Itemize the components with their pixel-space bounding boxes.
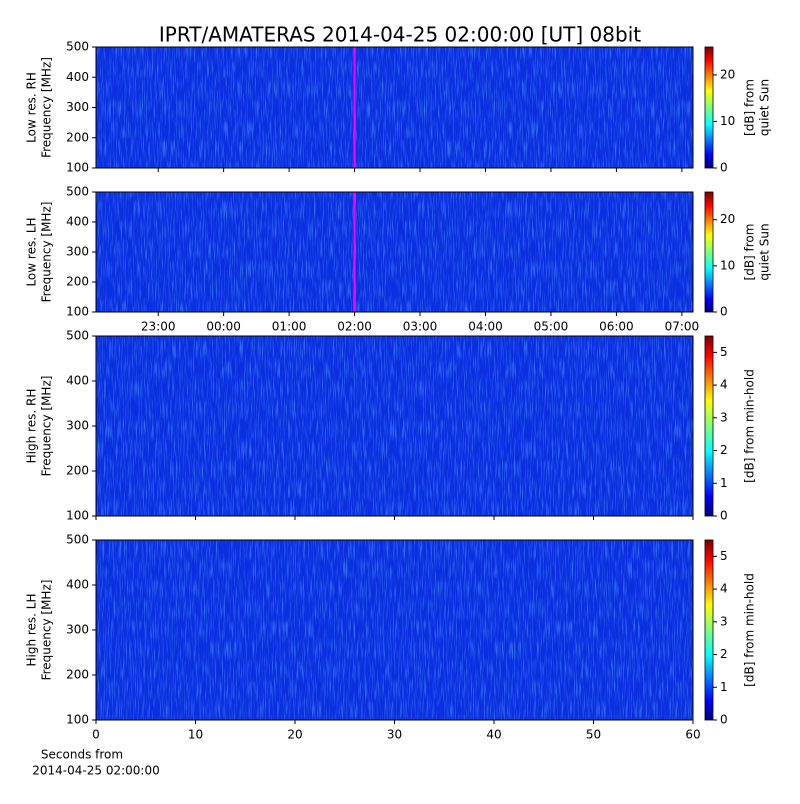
x-tick-label: 07:00 — [665, 320, 700, 334]
y-tick-label: 400 — [66, 215, 89, 229]
colorbar — [704, 46, 714, 169]
colorbar-tick-label: 5 — [720, 345, 728, 359]
heatmap-texture — [96, 540, 693, 720]
colorbar — [704, 335, 714, 517]
figure-title: IPRT/AMATERAS 2014-04-25 02:00:00 [UT] 0… — [159, 23, 641, 47]
x-tick-label: 0 — [92, 728, 100, 742]
colorbar — [704, 539, 714, 721]
colorbar-label: quiet Sun — [758, 79, 772, 136]
y-tick-label: 400 — [66, 374, 89, 388]
colorbar-label: [dB] from min-hold — [743, 573, 757, 687]
y-tick-label: 100 — [66, 509, 89, 523]
x-tick-label: 23:00 — [141, 320, 176, 334]
x-tick-label: 40 — [486, 728, 501, 742]
y-tick-label: 100 — [66, 161, 89, 175]
y-tick-label: 100 — [66, 305, 89, 319]
x-tick-label: 05:00 — [534, 320, 569, 334]
y-axis-label: High res. LH — [25, 593, 39, 666]
y-tick-label: 500 — [66, 533, 89, 547]
colorbar-label: [dB] from — [743, 79, 757, 136]
colorbar-label: quiet Sun — [758, 223, 772, 280]
x-tick-label: 10 — [188, 728, 203, 742]
colorbar-tick-label: 10 — [720, 258, 735, 272]
x-tick-label: 00:00 — [206, 320, 241, 334]
colorbar-tick-label: 20 — [720, 67, 735, 81]
y-tick-label: 300 — [66, 623, 89, 637]
colorbar-tick-label: 20 — [720, 212, 735, 226]
y-tick-label: 200 — [66, 130, 89, 144]
colorbar-tick-label: 0 — [720, 509, 728, 523]
y-axis-label: Frequency [MHz] — [40, 202, 54, 303]
colorbar-tick-label: 1 — [720, 680, 728, 694]
y-axis-label: Low res. LH — [25, 217, 39, 286]
colorbar-tick-label: 2 — [720, 647, 728, 661]
y-tick-label: 500 — [66, 40, 89, 54]
colorbar-tick-label: 0 — [720, 713, 728, 727]
colorbar-label: [dB] from — [743, 224, 757, 281]
colorbar-tick-label: 10 — [720, 114, 735, 128]
heatmap-texture — [96, 47, 693, 168]
colorbar-tick-label: 4 — [720, 582, 728, 596]
colorbar-label: [dB] from min-hold — [743, 369, 757, 483]
y-tick-label: 500 — [66, 185, 89, 199]
y-tick-label: 500 — [66, 329, 89, 343]
x-axis-label: Seconds from — [41, 748, 123, 762]
x-tick-label: 01:00 — [272, 320, 307, 334]
colorbar-tick-label: 5 — [720, 549, 728, 563]
x-tick-label: 60 — [685, 728, 700, 742]
y-tick-label: 300 — [66, 100, 89, 114]
heatmap-texture — [96, 336, 693, 516]
colorbar — [704, 191, 714, 313]
y-tick-label: 200 — [66, 464, 89, 478]
y-tick-label: 200 — [66, 668, 89, 682]
y-axis-label: Frequency [MHz] — [40, 57, 54, 158]
y-tick-label: 400 — [66, 70, 89, 84]
y-tick-label: 300 — [66, 419, 89, 433]
x-tick-label: 20 — [287, 728, 302, 742]
colorbar-tick-label: 4 — [720, 378, 728, 392]
x-tick-label: 04:00 — [468, 320, 503, 334]
x-tick-label: 50 — [586, 728, 601, 742]
y-axis-label: Frequency [MHz] — [40, 580, 54, 681]
x-tick-label: 30 — [387, 728, 402, 742]
y-tick-label: 400 — [66, 578, 89, 592]
y-tick-label: 100 — [66, 713, 89, 727]
colorbar-tick-label: 0 — [720, 161, 728, 175]
colorbar-tick-label: 0 — [720, 305, 728, 319]
x-tick-label: 02:00 — [337, 320, 372, 334]
colorbar-tick-label: 3 — [720, 614, 728, 628]
y-tick-label: 300 — [66, 245, 89, 259]
y-axis-label: Low res. RH — [25, 72, 39, 143]
y-tick-label: 200 — [66, 275, 89, 289]
colorbar-tick-label: 2 — [720, 443, 728, 457]
x-axis-label: 2014-04-25 02:00:00 — [32, 764, 159, 778]
heatmap-texture — [96, 192, 693, 312]
colorbar-tick-label: 3 — [720, 410, 728, 424]
y-axis-label: High res. RH — [25, 389, 39, 464]
y-axis-label: Frequency [MHz] — [40, 376, 54, 477]
x-tick-label: 06:00 — [599, 320, 634, 334]
colorbar-tick-label: 1 — [720, 476, 728, 490]
x-tick-label: 03:00 — [403, 320, 438, 334]
